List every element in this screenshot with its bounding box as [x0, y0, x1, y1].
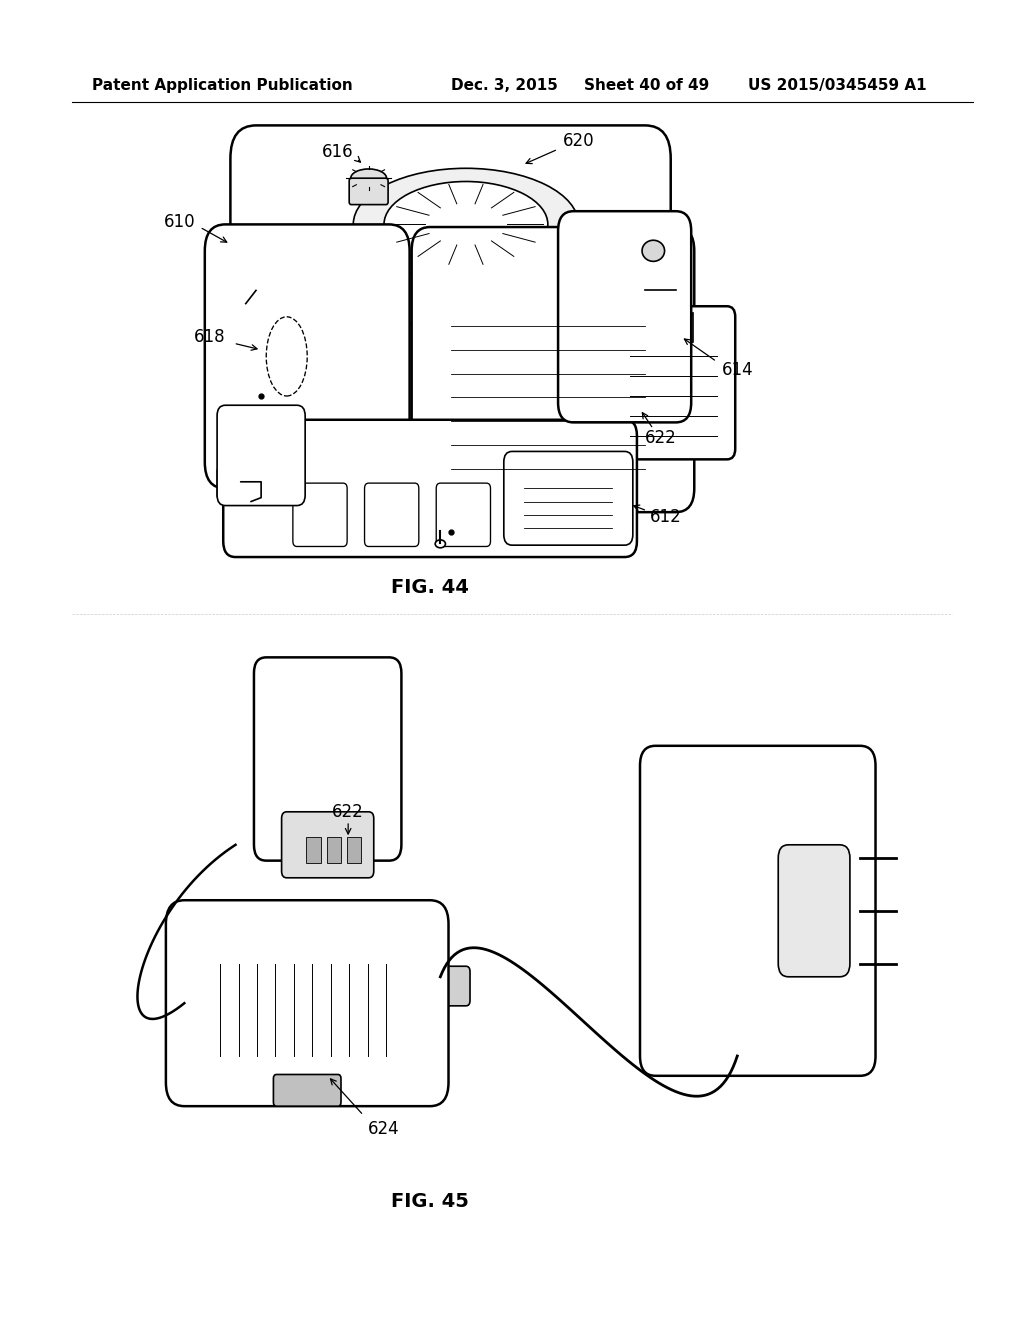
FancyBboxPatch shape	[306, 837, 321, 863]
FancyBboxPatch shape	[365, 483, 419, 546]
FancyBboxPatch shape	[217, 467, 254, 499]
Text: Dec. 3, 2015: Dec. 3, 2015	[451, 78, 557, 94]
FancyBboxPatch shape	[349, 178, 388, 205]
FancyBboxPatch shape	[293, 483, 347, 546]
Text: 610: 610	[164, 213, 195, 231]
FancyBboxPatch shape	[230, 125, 671, 323]
FancyBboxPatch shape	[412, 227, 694, 512]
Text: FIG. 45: FIG. 45	[391, 1192, 469, 1210]
Ellipse shape	[665, 321, 683, 334]
Text: Sheet 40 of 49: Sheet 40 of 49	[584, 78, 709, 94]
Text: 622: 622	[644, 429, 677, 447]
FancyBboxPatch shape	[327, 837, 341, 863]
FancyBboxPatch shape	[217, 405, 305, 506]
Ellipse shape	[353, 169, 579, 281]
FancyBboxPatch shape	[504, 451, 633, 545]
FancyBboxPatch shape	[273, 1074, 341, 1106]
Text: 614: 614	[722, 360, 753, 379]
Text: FIG. 44: FIG. 44	[391, 578, 469, 597]
Text: US 2015/0345459 A1: US 2015/0345459 A1	[748, 78, 926, 94]
Ellipse shape	[384, 181, 548, 268]
Ellipse shape	[435, 540, 445, 548]
FancyBboxPatch shape	[653, 313, 693, 342]
FancyBboxPatch shape	[254, 657, 401, 861]
FancyBboxPatch shape	[205, 224, 410, 488]
FancyBboxPatch shape	[778, 845, 850, 977]
Text: Patent Application Publication: Patent Application Publication	[92, 78, 353, 94]
Ellipse shape	[266, 317, 307, 396]
FancyBboxPatch shape	[223, 420, 637, 557]
Text: 616: 616	[323, 143, 353, 161]
FancyBboxPatch shape	[347, 837, 361, 863]
Ellipse shape	[350, 169, 387, 187]
FancyBboxPatch shape	[436, 483, 490, 546]
Text: 612: 612	[649, 508, 682, 527]
Ellipse shape	[642, 240, 665, 261]
FancyBboxPatch shape	[282, 812, 374, 878]
FancyBboxPatch shape	[606, 306, 735, 459]
Text: 624: 624	[369, 1119, 399, 1138]
Text: 622: 622	[332, 803, 365, 821]
Text: 620: 620	[563, 132, 594, 150]
FancyBboxPatch shape	[411, 966, 470, 1006]
FancyBboxPatch shape	[238, 467, 274, 499]
Text: 618: 618	[195, 327, 225, 346]
FancyBboxPatch shape	[166, 900, 449, 1106]
FancyBboxPatch shape	[558, 211, 691, 422]
FancyBboxPatch shape	[640, 746, 876, 1076]
